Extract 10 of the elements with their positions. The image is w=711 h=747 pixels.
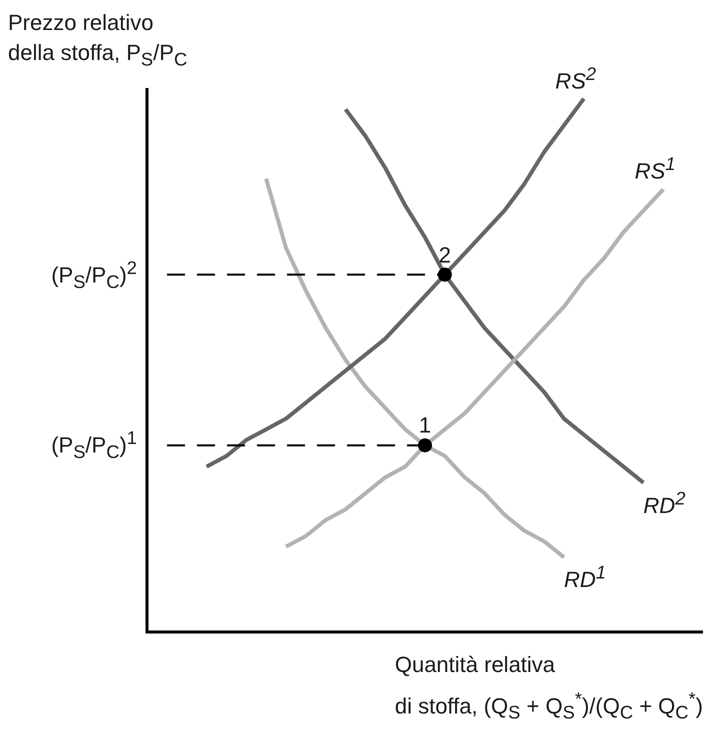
annotation: 1 (418, 412, 432, 439)
ref-line-label: (P$_{S}$/P$_{C}$)$^{2}$ (51, 256, 137, 293)
series-label: RD$^{1}$ (564, 562, 606, 594)
ref-line-label: (P$_{S}$/P$_{C}$)$^{1}$ (51, 427, 137, 464)
series-label: RS$^{1}$ (634, 153, 676, 185)
y-axis-title: Prezzo relativo della stoffa, P$_{S}$/P$_{C}$ (8, 9, 188, 72)
series-label: RD$^{2}$ (643, 487, 686, 519)
annotation: 2 (438, 242, 451, 268)
text: Quantità relativa di stoffa, (Q$_{S}$ + Q$_{S}$$^{*}$)/(Q$_{C}$ + Q$_{C}$$^{*}$) (394, 652, 703, 723)
series-label: RS$^{2}$ (555, 62, 596, 94)
